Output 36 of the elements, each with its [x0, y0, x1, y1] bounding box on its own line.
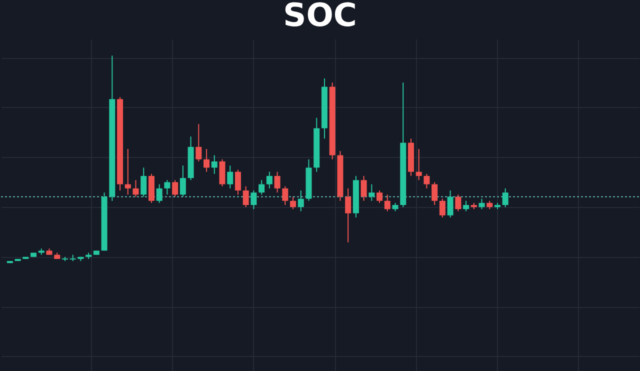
candlestick — [266, 171, 272, 189]
candlestick — [258, 180, 265, 196]
candlestick — [204, 148, 210, 172]
candlestick — [242, 186, 249, 208]
candlestick — [345, 188, 352, 243]
candlestick — [132, 180, 139, 198]
chart-title: SOC — [283, 0, 357, 34]
candlestick — [424, 173, 430, 189]
candlestick — [172, 180, 178, 198]
candlestick — [211, 154, 218, 174]
candlestick — [180, 165, 186, 198]
candlestick — [196, 124, 202, 162]
candlestick — [463, 200, 470, 212]
candlestick — [368, 184, 375, 202]
candlestick — [290, 196, 296, 210]
candlestick — [376, 190, 383, 204]
candlestick — [384, 194, 390, 212]
candlestick — [360, 175, 367, 202]
candlestick — [455, 194, 462, 212]
candlestick — [282, 186, 288, 206]
candlestick — [502, 188, 508, 208]
candlestick — [447, 190, 454, 218]
candlestick — [124, 148, 131, 196]
candlestick — [164, 180, 170, 196]
candlestick — [140, 167, 147, 198]
candlestick — [478, 198, 485, 210]
candlestick — [416, 148, 422, 181]
candlestick — [227, 165, 234, 189]
candlestick — [274, 171, 280, 194]
candlestick — [298, 190, 304, 212]
candlestick — [156, 184, 162, 204]
candlestick — [432, 182, 438, 206]
candlestick — [219, 158, 226, 187]
candlestick — [439, 198, 446, 218]
candlestick — [250, 190, 257, 210]
candlestick — [234, 169, 241, 196]
